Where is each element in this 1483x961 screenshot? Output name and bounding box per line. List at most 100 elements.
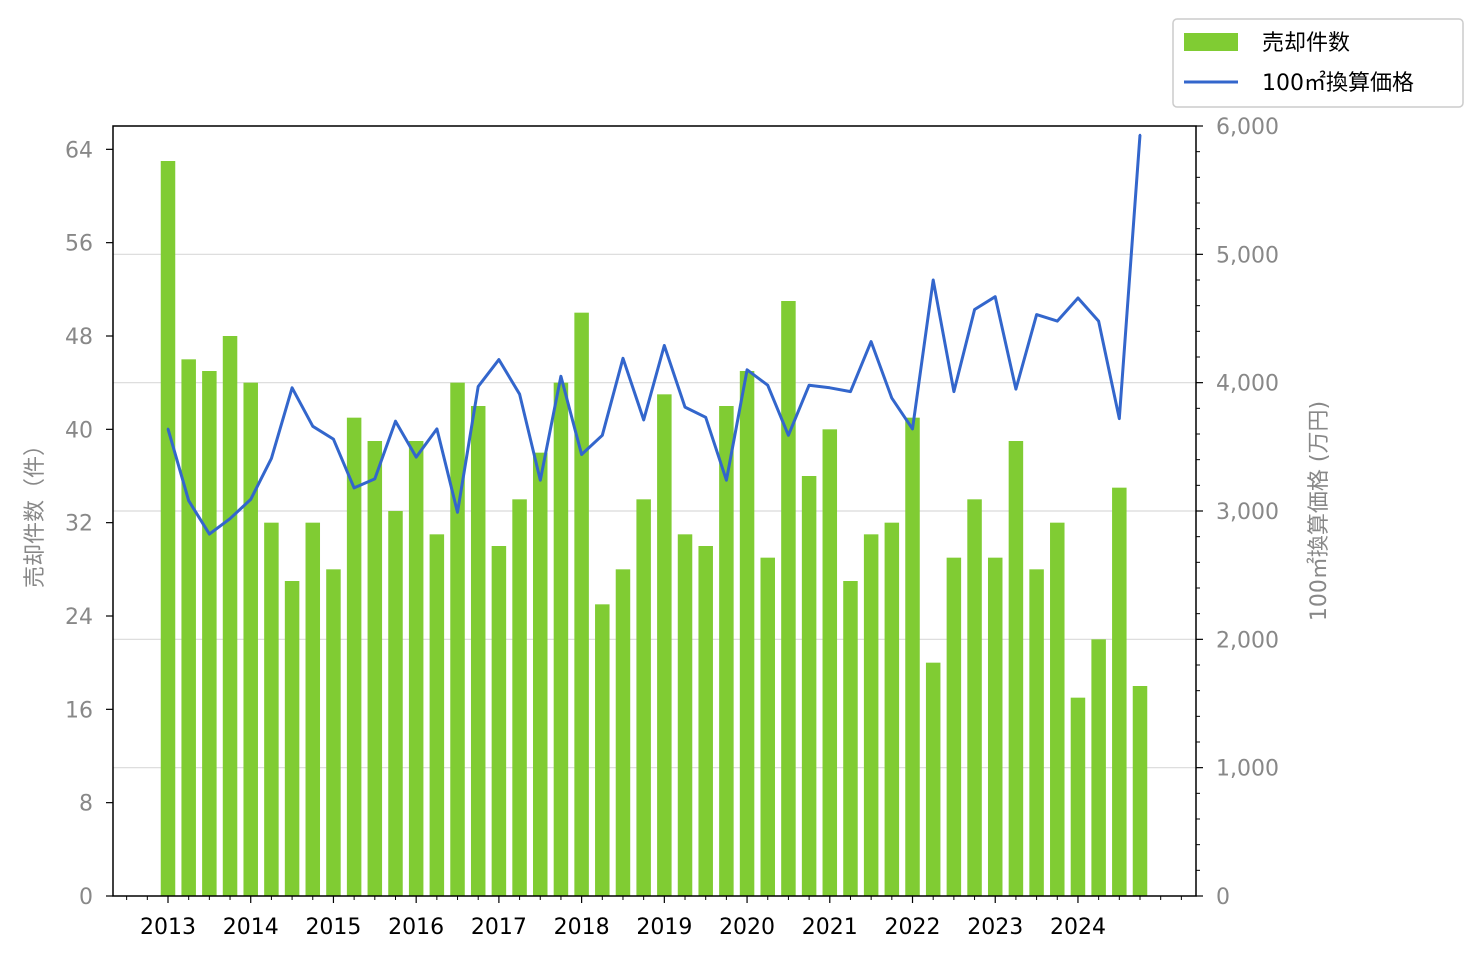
line-point bbox=[580, 453, 583, 456]
legend: 売却件数 100㎡換算価格 bbox=[1172, 18, 1464, 108]
right-tick-label: 3,000 bbox=[1216, 500, 1279, 525]
bar bbox=[202, 371, 217, 896]
bar bbox=[326, 569, 341, 896]
line-point bbox=[931, 278, 935, 282]
x-tick-label: 2019 bbox=[636, 915, 692, 940]
bar bbox=[698, 546, 713, 896]
bar bbox=[1008, 441, 1024, 896]
bar bbox=[946, 557, 962, 896]
line-point bbox=[187, 499, 190, 502]
bar bbox=[967, 499, 982, 896]
bar bbox=[346, 417, 362, 896]
bar bbox=[760, 557, 775, 896]
bar bbox=[512, 499, 527, 896]
x-tick-label: 2024 bbox=[1050, 915, 1106, 940]
line-point bbox=[766, 384, 769, 387]
bar bbox=[367, 441, 383, 896]
bar bbox=[719, 406, 734, 896]
left-tick-label: 32 bbox=[65, 512, 93, 537]
line-point bbox=[1138, 133, 1142, 137]
line-point bbox=[642, 418, 645, 422]
bar bbox=[615, 569, 631, 896]
line-point bbox=[849, 390, 852, 393]
line-point bbox=[952, 390, 956, 393]
line-point bbox=[745, 368, 749, 372]
bar bbox=[1112, 487, 1127, 896]
bar bbox=[553, 382, 569, 897]
left-tick-label: 40 bbox=[65, 418, 93, 443]
bar bbox=[739, 371, 755, 896]
line-point bbox=[373, 477, 377, 481]
bar bbox=[657, 394, 672, 896]
right-tick-label: 0 bbox=[1216, 885, 1230, 910]
line-point bbox=[456, 511, 459, 514]
line-point bbox=[166, 427, 170, 431]
price-line bbox=[166, 134, 1142, 536]
line-point bbox=[477, 385, 480, 388]
line-point bbox=[414, 455, 418, 459]
left-tick-label: 48 bbox=[65, 325, 93, 350]
bar bbox=[1070, 697, 1086, 896]
line-point bbox=[1097, 319, 1100, 323]
right-tick-label: 1,000 bbox=[1216, 757, 1279, 782]
line-point bbox=[683, 405, 687, 409]
line-point bbox=[249, 498, 252, 501]
bar bbox=[905, 417, 920, 896]
line-point bbox=[497, 358, 501, 361]
bar bbox=[636, 499, 651, 896]
left-tick-label: 16 bbox=[65, 698, 93, 723]
right-tick-label: 2,000 bbox=[1216, 628, 1279, 653]
line-point bbox=[869, 340, 873, 343]
line-point bbox=[601, 434, 604, 437]
line-point bbox=[539, 479, 542, 482]
legend-line-label: 100㎡換算価格 bbox=[1262, 70, 1414, 96]
bar bbox=[408, 441, 424, 896]
line-point bbox=[663, 344, 666, 347]
bar bbox=[284, 581, 300, 896]
bar bbox=[863, 534, 879, 896]
left-tick-label: 64 bbox=[65, 138, 93, 163]
bar bbox=[1091, 639, 1106, 896]
x-tick-label: 2015 bbox=[305, 915, 361, 940]
bar bbox=[987, 557, 1003, 896]
line-point bbox=[332, 437, 335, 441]
left-tick-label: 24 bbox=[65, 605, 93, 630]
x-tick-label: 2014 bbox=[223, 915, 279, 940]
line-layer bbox=[166, 133, 1142, 536]
x-tick-label: 2016 bbox=[388, 915, 444, 940]
bar bbox=[801, 476, 817, 896]
line-point bbox=[311, 425, 314, 428]
bar bbox=[1050, 522, 1065, 896]
left-axis-label: 売却件数（件） bbox=[23, 434, 48, 588]
line-point bbox=[559, 375, 563, 378]
line-point bbox=[1014, 387, 1018, 391]
bar bbox=[222, 336, 238, 896]
line-point bbox=[352, 486, 356, 490]
bar bbox=[388, 511, 403, 896]
line-point bbox=[704, 416, 707, 419]
line-point bbox=[518, 393, 521, 396]
bar bbox=[843, 581, 858, 896]
right-tick-label: 6,000 bbox=[1216, 115, 1279, 140]
line-point bbox=[1118, 417, 1121, 420]
line-point bbox=[725, 479, 728, 482]
bar bbox=[822, 429, 838, 896]
legend-box bbox=[1172, 18, 1464, 108]
x-tick-label: 2020 bbox=[719, 915, 775, 940]
bar bbox=[677, 534, 693, 896]
x-tick-label: 2017 bbox=[471, 915, 527, 940]
left-tick-label: 8 bbox=[79, 792, 93, 817]
bar bbox=[1132, 686, 1148, 896]
bar bbox=[574, 312, 589, 897]
x-tick-label: 2021 bbox=[802, 915, 858, 940]
left-tick-label: 56 bbox=[65, 232, 93, 257]
bar bbox=[470, 406, 486, 896]
right-tick-label: 4,000 bbox=[1216, 372, 1279, 397]
bar bbox=[595, 604, 610, 896]
left-tick-label: 0 bbox=[79, 885, 93, 910]
line-point bbox=[807, 384, 811, 387]
bars-layer bbox=[160, 161, 1148, 897]
line-point bbox=[1076, 296, 1080, 300]
line-point bbox=[270, 457, 273, 460]
